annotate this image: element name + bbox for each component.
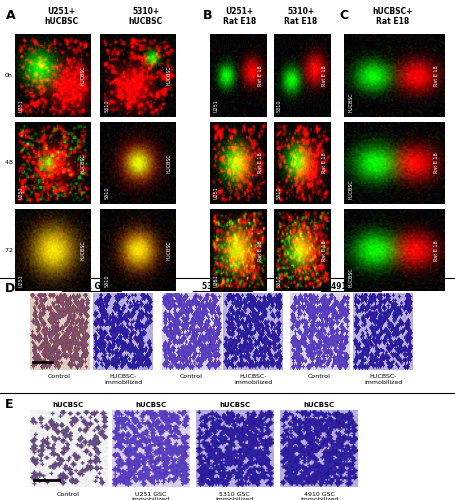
Text: 5310 GSC: 5310 GSC xyxy=(202,282,242,291)
Text: Rat E 18: Rat E 18 xyxy=(258,65,263,86)
Text: 5310: 5310 xyxy=(277,99,281,112)
Text: hUCBSC: hUCBSC xyxy=(166,153,171,172)
Text: hUCBSC: hUCBSC xyxy=(135,402,166,408)
Text: 5310+
Rat E18: 5310+ Rat E18 xyxy=(284,6,317,26)
Text: 5310: 5310 xyxy=(105,274,110,286)
Text: 5310: 5310 xyxy=(277,274,281,286)
Text: hUCBSC: hUCBSC xyxy=(80,153,85,172)
Text: B: B xyxy=(202,9,212,22)
Text: hUCBSC: hUCBSC xyxy=(80,66,85,85)
Text: Control: Control xyxy=(180,374,202,379)
Text: Rat E 18: Rat E 18 xyxy=(433,152,438,173)
Text: A: A xyxy=(5,9,15,22)
Text: hUCBSC: hUCBSC xyxy=(303,402,334,408)
Text: 5310: 5310 xyxy=(105,186,110,199)
Text: 0h: 0h xyxy=(5,73,13,78)
Text: Rat E 18: Rat E 18 xyxy=(258,240,263,260)
Text: hUCBSC: hUCBSC xyxy=(80,240,85,260)
Text: Rat E 18: Rat E 18 xyxy=(322,240,327,260)
Text: U251 GSC
immobilized: U251 GSC immobilized xyxy=(131,492,169,500)
Text: D: D xyxy=(5,282,15,296)
Text: C: C xyxy=(339,9,348,22)
Text: 72 h: 72 h xyxy=(5,248,19,252)
Text: U251: U251 xyxy=(19,98,24,112)
Text: hUCBSC+
Rat E18: hUCBSC+ Rat E18 xyxy=(371,6,411,26)
Text: 48 h: 48 h xyxy=(5,160,19,165)
Text: 4910 GSC: 4910 GSC xyxy=(330,282,371,291)
Text: 5310: 5310 xyxy=(277,186,281,199)
Text: U251: U251 xyxy=(213,186,217,199)
Text: hUCBSC-
immobilized: hUCBSC- immobilized xyxy=(233,374,272,385)
Text: U251: U251 xyxy=(213,98,217,112)
Text: hUCBSC-
immobilized: hUCBSC- immobilized xyxy=(104,374,142,385)
Text: Control: Control xyxy=(57,492,80,496)
Text: U251: U251 xyxy=(19,274,24,286)
Text: E: E xyxy=(5,398,13,410)
Text: U251: U251 xyxy=(19,186,24,199)
Text: hUCBSC: hUCBSC xyxy=(166,240,171,260)
Text: 5310+
hUCBSC: 5310+ hUCBSC xyxy=(129,6,162,26)
Text: hUCBSC: hUCBSC xyxy=(348,267,353,286)
Text: Control: Control xyxy=(48,374,71,379)
Text: U251: U251 xyxy=(213,274,217,286)
Text: Rat E 18: Rat E 18 xyxy=(433,65,438,86)
Text: Rat E 18: Rat E 18 xyxy=(433,240,438,260)
Text: Rat E 18: Rat E 18 xyxy=(258,152,263,173)
Text: hUCBSC: hUCBSC xyxy=(53,402,84,408)
Text: hUCBSC-
immobilized: hUCBSC- immobilized xyxy=(363,374,401,385)
Text: 5310: 5310 xyxy=(105,99,110,112)
Text: Rat E 18: Rat E 18 xyxy=(322,152,327,173)
Text: hUCBSC: hUCBSC xyxy=(166,66,171,85)
Text: U251+
hUCBSC: U251+ hUCBSC xyxy=(45,6,78,26)
Text: hUCBSC: hUCBSC xyxy=(219,402,250,408)
Text: U251+
Rat E18: U251+ Rat E18 xyxy=(222,6,255,26)
Text: 4910 GSC
immobilized: 4910 GSC immobilized xyxy=(299,492,338,500)
Text: U251 GSC: U251 GSC xyxy=(70,282,112,291)
Text: 5310 GSC
immobilized: 5310 GSC immobilized xyxy=(215,492,253,500)
Text: Rat E 18: Rat E 18 xyxy=(322,65,327,86)
Text: hUCBSC: hUCBSC xyxy=(348,180,353,199)
Text: hUCBSC: hUCBSC xyxy=(348,92,353,112)
Text: Control: Control xyxy=(307,374,330,379)
